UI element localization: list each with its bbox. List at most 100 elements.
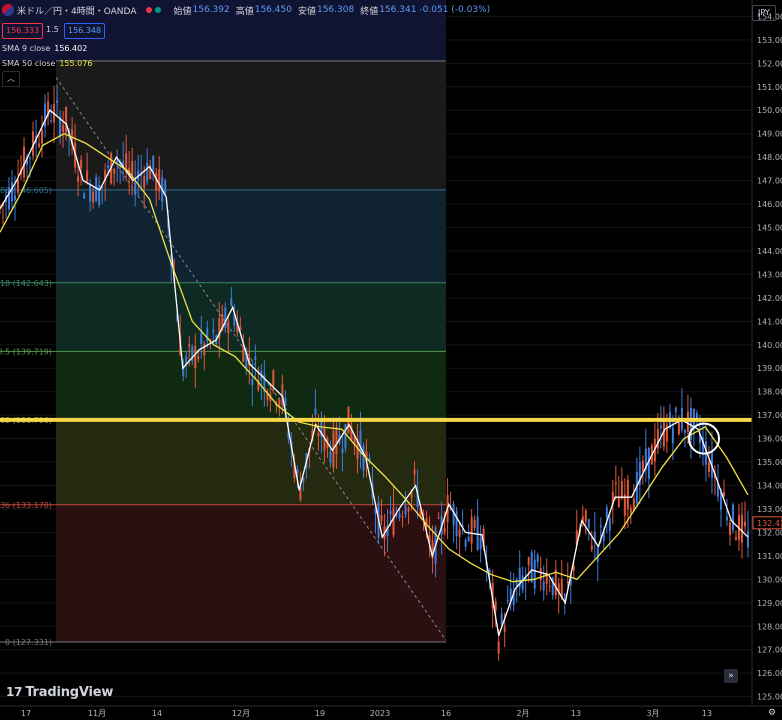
price-axis-tick: 133.000 (757, 505, 782, 514)
candle-body (506, 599, 509, 602)
price-axis-tick: 145.000 (757, 224, 782, 233)
candle-body (143, 176, 146, 188)
time-axis-tick: 3月 (646, 709, 659, 718)
candle-body (566, 581, 569, 584)
candle-body (452, 503, 455, 526)
candle-body (608, 518, 611, 531)
time-axis-tick: 2月 (516, 709, 529, 718)
candle-body (14, 195, 17, 201)
candle-body (638, 461, 641, 485)
candle-body (44, 103, 47, 127)
last-price-marker (752, 516, 782, 530)
scroll-to-realtime-button[interactable]: » (724, 669, 738, 683)
settings-icon[interactable]: ⚙ (768, 708, 777, 718)
candle-body (665, 425, 668, 442)
market-status-icon (146, 7, 162, 13)
chart-header: 米ドル／円・4時間・OANDA 始値 156.392 高値 156.450 安値 15… (0, 0, 490, 20)
candle-body (656, 428, 659, 449)
price-axis-tick: 136.000 (757, 435, 782, 444)
candle-body (569, 574, 572, 586)
candle-body (353, 436, 356, 445)
buy-price-button[interactable]: 156.348 (64, 23, 106, 39)
candle-body (125, 153, 128, 173)
candle-body (722, 491, 725, 497)
candle-body (317, 432, 320, 437)
fib-zone (56, 504, 446, 642)
candle-body (335, 427, 338, 454)
candle-body (443, 528, 446, 533)
highlight-circle (688, 422, 720, 455)
price-axis-tick: 154.000 (757, 12, 782, 21)
price-axis (752, 0, 782, 720)
fib-zone (56, 419, 446, 505)
candle-body (131, 161, 134, 178)
candle-body (476, 516, 479, 550)
candle-body (545, 572, 548, 584)
candle-body (380, 515, 383, 521)
candle-body (116, 160, 119, 163)
candle-body (725, 516, 728, 521)
candle-body (287, 430, 290, 439)
candle-body (479, 537, 482, 550)
candle-body (299, 487, 302, 501)
time-axis-tick: 17 (21, 709, 31, 718)
candle-body (50, 120, 53, 122)
candle-body (200, 332, 203, 344)
price-axis-tick: 144.000 (757, 247, 782, 256)
candle-body (134, 180, 137, 195)
candle-body (146, 162, 149, 182)
candle-body (527, 557, 530, 565)
price-axis-tick: 135.000 (757, 458, 782, 467)
candle-body (194, 345, 197, 368)
candle-body (593, 532, 596, 542)
candle-body (719, 491, 722, 510)
candle-body (368, 458, 371, 461)
candle-body (101, 186, 104, 189)
candle-body (620, 481, 623, 499)
price-axis-tick: 137.000 (757, 411, 782, 420)
sma50-value: 155.076 (59, 59, 93, 68)
sma50-legend[interactable]: SMA 50 close 155.076 (2, 59, 92, 68)
candle-body (62, 125, 65, 133)
change-value: -0.051 (-0.03%) (419, 5, 491, 15)
candle-body (695, 413, 698, 420)
candle-body (59, 116, 62, 137)
price-axis-tick: 125.000 (757, 693, 782, 702)
price-axis-tick: 131.000 (757, 552, 782, 561)
sell-price-button[interactable]: 156.333 (2, 23, 44, 39)
time-axis-tick: 13 (571, 709, 581, 718)
price-axis-tick: 128.000 (757, 622, 782, 631)
candle-body (674, 407, 677, 412)
collapse-legend-icon[interactable]: ︿ (2, 71, 20, 87)
candle-body (164, 180, 167, 193)
candle-body (698, 433, 701, 443)
low-label: 安値 (297, 6, 316, 17)
candle-body (296, 469, 299, 473)
sma9-legend[interactable]: SMA 9 close 156.402 (2, 44, 87, 53)
candle-body (416, 489, 419, 508)
candle-body (8, 187, 11, 210)
price-axis-tick: 152.000 (757, 59, 782, 68)
candle-body (386, 525, 389, 536)
candle-body (683, 429, 686, 433)
candle-body (77, 176, 80, 182)
symbol-title[interactable]: 米ドル／円・4時間・OANDA (17, 6, 137, 17)
candle-body (662, 422, 665, 447)
candle-body (170, 254, 173, 267)
tradingview-logo: 17 TradingView (6, 685, 113, 700)
fib-extension-zone (0, 0, 446, 61)
currency-label[interactable]: JPY (752, 5, 776, 21)
candle-body (707, 462, 710, 472)
price-axis-tick: 147.000 (757, 177, 782, 186)
candle-body (557, 583, 560, 593)
candle-body (530, 552, 533, 583)
candle-body (614, 482, 617, 485)
price-axis-tick: 139.000 (757, 364, 782, 373)
time-axis-tick: 11月 (88, 709, 106, 718)
candle-body (494, 601, 497, 611)
fib-zone (56, 60, 446, 190)
candle-body (632, 498, 635, 511)
candle-body (437, 517, 440, 519)
